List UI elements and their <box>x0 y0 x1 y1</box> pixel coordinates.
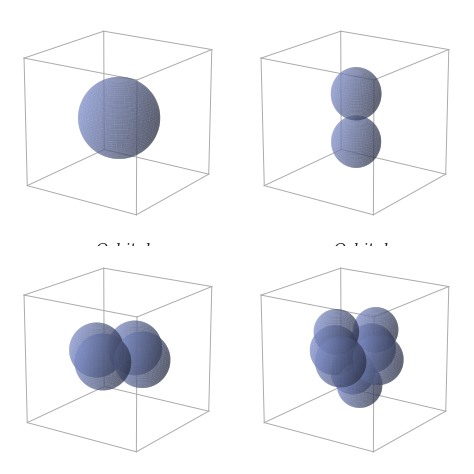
Text: s Orbital: s Orbital <box>82 244 150 257</box>
Text: p Orbital: p Orbital <box>319 244 388 257</box>
